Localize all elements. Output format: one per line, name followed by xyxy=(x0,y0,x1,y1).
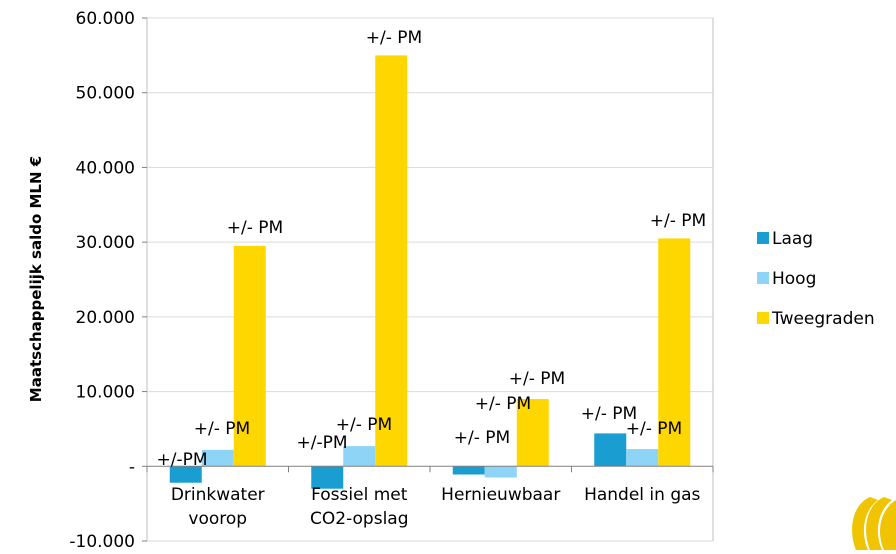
legend-item: Laag xyxy=(757,229,813,249)
y-tick-label: 30.000 xyxy=(76,233,135,253)
legend-item: Hoog xyxy=(757,269,816,289)
data-label: +/- PM xyxy=(626,419,682,439)
y-tick-label: 10.000 xyxy=(76,383,135,403)
y-axis-title: Maatschappelijk saldo MLN € xyxy=(27,156,45,402)
y-tick-label: - xyxy=(129,457,135,477)
category-label: Fossiel met xyxy=(311,485,408,505)
data-label: +/- PM xyxy=(475,394,531,414)
y-tick-label: 60.000 xyxy=(76,9,135,29)
data-label: +/-PM xyxy=(296,433,347,453)
bar-laag xyxy=(169,466,202,483)
bar-hoog xyxy=(484,466,517,478)
bar-laag xyxy=(311,466,344,489)
y-tick-label: 40.000 xyxy=(76,158,135,178)
legend-swatch xyxy=(757,312,769,324)
bar-tweegraden xyxy=(233,245,266,467)
bar-hoog xyxy=(201,449,234,467)
logo xyxy=(852,497,896,550)
bar-laag xyxy=(594,433,627,467)
data-label: +/- PM xyxy=(366,28,422,48)
data-label: +/- PM xyxy=(581,404,637,424)
bar-hoog xyxy=(343,446,376,467)
data-label: +/- PM xyxy=(509,369,565,389)
data-label: +/- PM xyxy=(650,211,706,231)
category-label: voorop xyxy=(188,509,247,529)
category-label: Hernieuwbaar xyxy=(441,485,560,505)
legend-label: Tweegraden xyxy=(771,309,875,329)
bar-tweegraden xyxy=(658,238,691,467)
data-labels: +/-PM+/- PM+/- PM+/-PM+/- PM+/- PM+/- PM… xyxy=(156,28,706,470)
legend-swatch xyxy=(757,232,769,244)
y-tick-label: 20.000 xyxy=(76,308,135,328)
legend-label: Laag xyxy=(772,229,813,249)
category-label: Handel in gas xyxy=(584,485,700,505)
category-label: CO2-opslag xyxy=(310,509,409,529)
bar-laag xyxy=(452,466,485,475)
y-axis: 60.000 50.000 40.000 30.000 20.000 10.000 - -10… xyxy=(69,9,147,552)
data-label: +/- PM xyxy=(227,218,283,238)
data-label: +/- PM xyxy=(194,419,250,439)
data-label: +/- PM xyxy=(336,415,392,435)
x-axis xyxy=(146,465,714,473)
data-label: +/-PM xyxy=(156,450,207,470)
category-label: Drinkwater xyxy=(171,485,265,505)
category-labels: Drinkwater voorop Fossiel met CO2-opslag Her… xyxy=(171,485,701,529)
bar-tweegraden xyxy=(375,55,408,467)
legend: Laag Hoog Tweegraden xyxy=(757,229,875,329)
y-tick-label: 50.000 xyxy=(76,84,135,104)
y-tick-label: -10.000 xyxy=(69,532,135,550)
bar-tweegraden xyxy=(516,399,549,467)
legend-swatch xyxy=(757,272,769,284)
legend-item: Tweegraden xyxy=(757,309,875,329)
bars xyxy=(169,55,691,489)
data-label: +/- PM xyxy=(454,428,510,448)
legend-label: Hoog xyxy=(772,269,816,289)
bar-hoog xyxy=(626,449,659,467)
